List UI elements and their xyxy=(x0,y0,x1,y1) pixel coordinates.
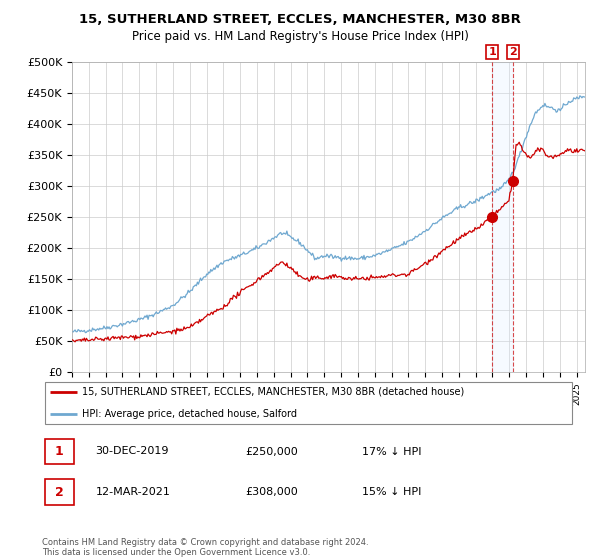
Text: 1: 1 xyxy=(488,47,496,57)
FancyBboxPatch shape xyxy=(44,479,74,505)
FancyBboxPatch shape xyxy=(44,381,572,424)
Text: 2: 2 xyxy=(55,486,64,498)
Bar xyxy=(493,62,512,372)
Text: 1: 1 xyxy=(55,445,64,458)
Text: HPI: Average price, detached house, Salford: HPI: Average price, detached house, Salf… xyxy=(82,409,297,419)
Text: 30-DEC-2019: 30-DEC-2019 xyxy=(95,446,169,456)
Text: 15, SUTHERLAND STREET, ECCLES, MANCHESTER, M30 8BR: 15, SUTHERLAND STREET, ECCLES, MANCHESTE… xyxy=(79,13,521,26)
Text: 17% ↓ HPI: 17% ↓ HPI xyxy=(362,446,422,456)
Text: 12-MAR-2021: 12-MAR-2021 xyxy=(95,487,170,497)
Text: £308,000: £308,000 xyxy=(245,487,298,497)
Text: 2: 2 xyxy=(509,47,517,57)
Text: 15% ↓ HPI: 15% ↓ HPI xyxy=(362,487,422,497)
Text: £250,000: £250,000 xyxy=(245,446,298,456)
FancyBboxPatch shape xyxy=(44,438,74,464)
Text: Price paid vs. HM Land Registry's House Price Index (HPI): Price paid vs. HM Land Registry's House … xyxy=(131,30,469,43)
Text: Contains HM Land Registry data © Crown copyright and database right 2024.
This d: Contains HM Land Registry data © Crown c… xyxy=(42,538,368,557)
Text: 15, SUTHERLAND STREET, ECCLES, MANCHESTER, M30 8BR (detached house): 15, SUTHERLAND STREET, ECCLES, MANCHESTE… xyxy=(82,386,464,396)
